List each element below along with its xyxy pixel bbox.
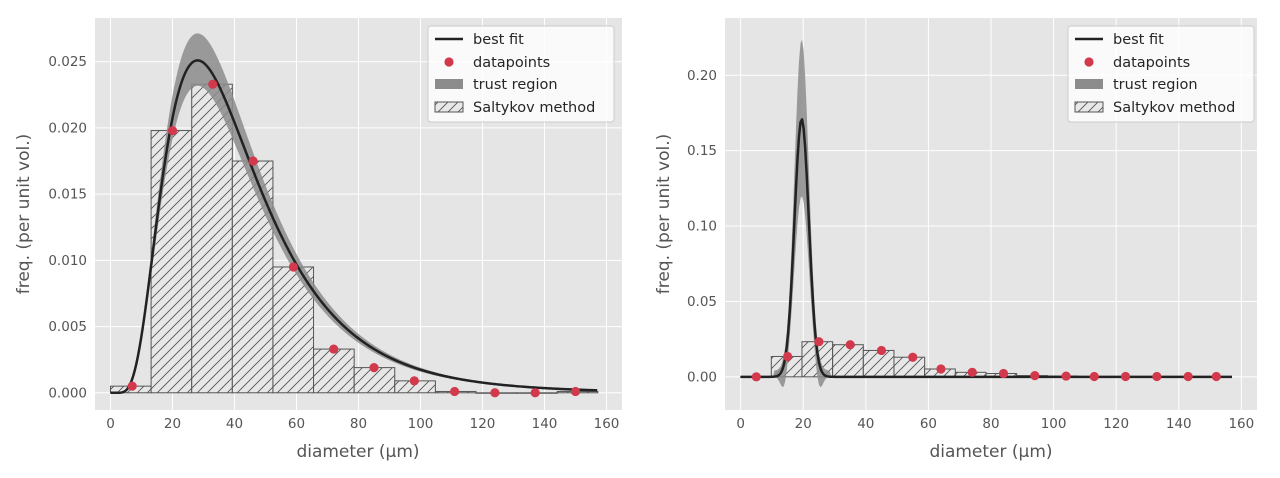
datapoint [782, 351, 793, 362]
x-axis-label: diameter (μm) [296, 442, 419, 462]
y-tick-label: 0.20 [687, 68, 717, 84]
x-tick-label: 60 [288, 416, 305, 432]
datapoint [450, 386, 460, 397]
datapoint [1120, 371, 1131, 382]
x-tick-label: 80 [982, 416, 999, 432]
best-fit-line [110, 59, 598, 395]
legend-swatch-datapoints [1084, 57, 1094, 67]
x-tick-label: 120 [1103, 416, 1129, 432]
datapoint [1089, 371, 1099, 382]
datapoint [845, 340, 855, 350]
datapoint [814, 337, 824, 347]
datapoint [1061, 371, 1071, 381]
saltykov-bar-hatch [150, 130, 193, 394]
x-tick-label: 20 [795, 416, 812, 432]
legend-frame [1067, 25, 1255, 123]
datapoint [127, 381, 137, 391]
y-tick-labels: 0.000 0.005 0.010 0.015 0.020 0.025 [48, 54, 87, 401]
x-tick-label: 100 [1041, 416, 1067, 432]
x-tick-label: 80 [350, 416, 367, 432]
x-axis-label: diameter (μm) [929, 442, 1052, 462]
legend-entry: best fit [1113, 32, 1164, 48]
legend-entry: best fit [473, 32, 524, 48]
datapoint [876, 345, 887, 356]
legend-entry: datapoints [1113, 55, 1190, 71]
y-tick-label: 0.05 [687, 294, 717, 310]
y-axis-label: freq. (per unit vol.) [14, 134, 34, 295]
y-tick-label: 0.005 [48, 319, 87, 335]
legend: best fit datapoints trust region Saltykov m… [427, 25, 615, 123]
saltykov-bar-hatch [191, 83, 233, 394]
datapoint [1030, 371, 1040, 381]
y-tick-label: 0.025 [48, 54, 87, 70]
datapoint [530, 388, 540, 398]
saltykov-bar-hatch [832, 344, 864, 378]
x-tick-label: 40 [857, 416, 874, 432]
y-axis-label: freq. (per unit vol.) [654, 134, 674, 295]
datapoint [208, 79, 218, 89]
legend-swatch-saltykov [1074, 101, 1104, 113]
legend-swatch-trust-region [1075, 79, 1103, 89]
y-tick-labels: 0.00 0.05 0.10 0.15 0.20 [687, 68, 717, 386]
best-fit-line [740, 118, 1232, 379]
x-tick-labels: 0 20 40 60 80 100 120 140 160 [736, 416, 1254, 432]
datapoint [936, 364, 946, 374]
y-tick-label: 0.020 [48, 120, 87, 136]
datapoint [1183, 371, 1193, 382]
y-tick-label: 0.010 [48, 253, 87, 269]
x-tick-label: 20 [164, 416, 181, 432]
datapoint [998, 368, 1009, 379]
x-tick-label: 0 [106, 416, 115, 432]
y-tick-label: 0.10 [687, 219, 717, 235]
datapoint [1152, 371, 1162, 382]
chart-right: 0 20 40 60 80 100 120 140 160 0.000.050.100.150.… [654, 18, 1257, 462]
datapoint [409, 376, 419, 386]
legend-entry: Saltykov method [1113, 100, 1235, 116]
datapoint [490, 388, 500, 398]
chart-left: 0 20 40 60 80 100 120 140 160 0.0000.0050.0100.0… [14, 18, 622, 462]
x-tick-label: 140 [1166, 416, 1192, 432]
plot-content [110, 33, 599, 398]
y-tick-label: 0.015 [48, 187, 87, 203]
datapoint [288, 262, 298, 272]
x-tick-label: 140 [532, 416, 558, 432]
datapoint [248, 156, 258, 166]
saltykov-bar-hatch [862, 349, 895, 378]
datapoint [167, 125, 178, 136]
saltykov-bar-hatch [313, 348, 355, 394]
legend-swatch-datapoints [444, 57, 454, 67]
datapoint [751, 372, 761, 382]
legend: best fit datapoints trust region Saltykov m… [1067, 25, 1255, 123]
legend-entry: datapoints [473, 55, 550, 71]
x-tick-label: 120 [470, 416, 496, 432]
datapoint [967, 367, 977, 377]
datapoint [369, 363, 379, 373]
legend-entry: Saltykov method [473, 100, 595, 116]
y-tick-label: 0.000 [48, 385, 87, 401]
trust-region [110, 33, 598, 393]
legend-entry: trust region [1113, 77, 1198, 93]
legend-frame [427, 25, 615, 123]
legend-swatch-trust-region [435, 79, 463, 89]
x-tick-label: 60 [920, 416, 937, 432]
x-tick-label: 160 [594, 416, 620, 432]
plot-content [740, 39, 1232, 388]
y-tick-label: 0.00 [687, 369, 717, 385]
datapoint [570, 386, 581, 397]
datapoint [329, 344, 339, 354]
legend-entry: trust region [473, 77, 558, 93]
legend-swatch-saltykov [434, 101, 464, 113]
x-tick-labels: 0 20 40 60 80 100 120 140 160 [106, 416, 619, 432]
x-tick-label: 160 [1228, 416, 1254, 432]
x-tick-label: 40 [226, 416, 243, 432]
x-tick-label: 100 [408, 416, 434, 432]
datapoint [1211, 371, 1221, 382]
y-tick-label: 0.15 [687, 143, 717, 159]
x-tick-label: 0 [736, 416, 745, 432]
datapoint [908, 352, 918, 362]
